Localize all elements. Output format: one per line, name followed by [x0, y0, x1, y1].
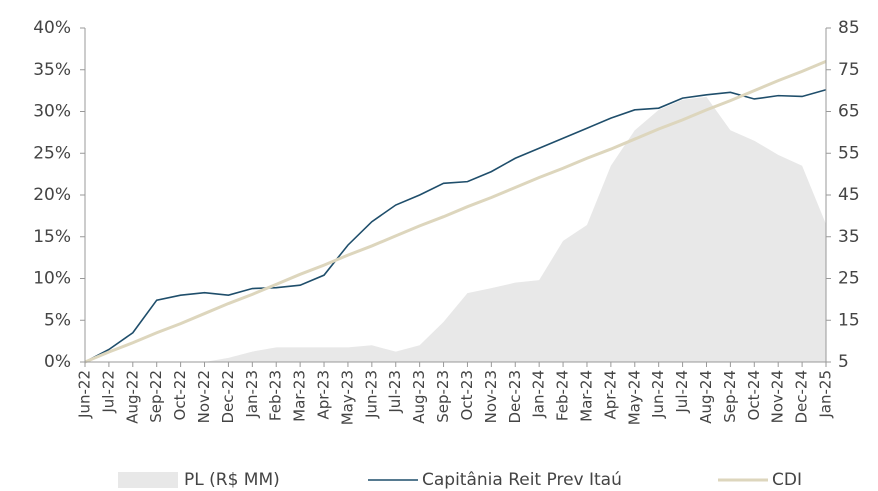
x-tick-label: Aug-23 — [410, 370, 428, 424]
y2-tick-label: 45 — [838, 185, 860, 205]
pl-area — [85, 96, 826, 362]
x-tick-label: Jan-25 — [817, 370, 835, 419]
legend-label: Capitânia Reit Prev Itaú — [422, 470, 622, 490]
x-tick-label: Feb-23 — [267, 370, 285, 421]
y-tick-label: 0% — [44, 352, 71, 372]
y2-tick-label: 5 — [838, 352, 849, 372]
y-tick-label: 35% — [33, 60, 71, 80]
y-tick-label: 30% — [33, 102, 71, 122]
x-tick-label: Sep-24 — [721, 370, 739, 423]
y2-tick-label: 25 — [838, 269, 860, 289]
y2-tick-label: 65 — [838, 102, 860, 122]
x-tick-label: May-24 — [625, 370, 643, 425]
legend-label: CDI — [772, 470, 802, 490]
x-tick-label: Dec-22 — [219, 370, 237, 424]
x-tick-label: Apr-24 — [601, 370, 619, 420]
x-tick-label: May-23 — [338, 370, 356, 425]
x-tick-label: Oct-23 — [458, 370, 476, 420]
y2-tick-label: 85 — [838, 18, 860, 38]
x-tick-label: Dec-24 — [793, 370, 811, 424]
x-tick-label: Nov-23 — [482, 370, 500, 423]
x-tick-label: Feb-24 — [554, 370, 572, 421]
y2-tick-label: 55 — [838, 143, 860, 163]
y-tick-label: 15% — [33, 227, 71, 247]
series-line — [84, 89, 827, 363]
series-line — [84, 60, 827, 364]
x-tick-label: Jun-22 — [76, 370, 94, 419]
x-tick-label: Nov-22 — [195, 370, 213, 423]
x-tick-label: Jul-22 — [99, 370, 117, 414]
legend-swatch — [118, 472, 178, 488]
x-tick-label: Aug-22 — [123, 370, 141, 424]
x-tick-label: Jun-24 — [649, 370, 667, 419]
x-tick-label: Mar-24 — [577, 370, 595, 422]
x-tick-label: Apr-23 — [315, 370, 333, 420]
x-tick-label: Jun-23 — [362, 370, 380, 419]
x-tick-label: Dec-23 — [506, 370, 524, 424]
x-tick-label: Oct-22 — [171, 370, 189, 420]
y-tick-label: 10% — [33, 269, 71, 289]
x-tick-label: Jul-24 — [673, 370, 691, 414]
x-tick-label: Aug-24 — [697, 370, 715, 424]
x-tick-label: Jan-23 — [243, 370, 261, 419]
y-tick-label: 25% — [33, 143, 71, 163]
y-tick-label: 20% — [33, 185, 71, 205]
y2-tick-label: 75 — [838, 60, 860, 80]
y2-tick-label: 15 — [838, 310, 860, 330]
x-tick-label: Jul-23 — [386, 370, 404, 414]
x-tick-label: Mar-23 — [291, 370, 309, 422]
y2-tick-label: 35 — [838, 227, 860, 247]
x-tick-label: Nov-24 — [769, 370, 787, 423]
x-tick-label: Jan-24 — [530, 370, 548, 419]
y-tick-label: 40% — [33, 18, 71, 38]
x-tick-label: Sep-22 — [147, 370, 165, 423]
y-tick-label: 5% — [44, 310, 71, 330]
x-tick-label: Sep-23 — [434, 370, 452, 423]
x-tick-label: Oct-24 — [745, 370, 763, 420]
legend-label: PL (R$ MM) — [184, 470, 280, 490]
